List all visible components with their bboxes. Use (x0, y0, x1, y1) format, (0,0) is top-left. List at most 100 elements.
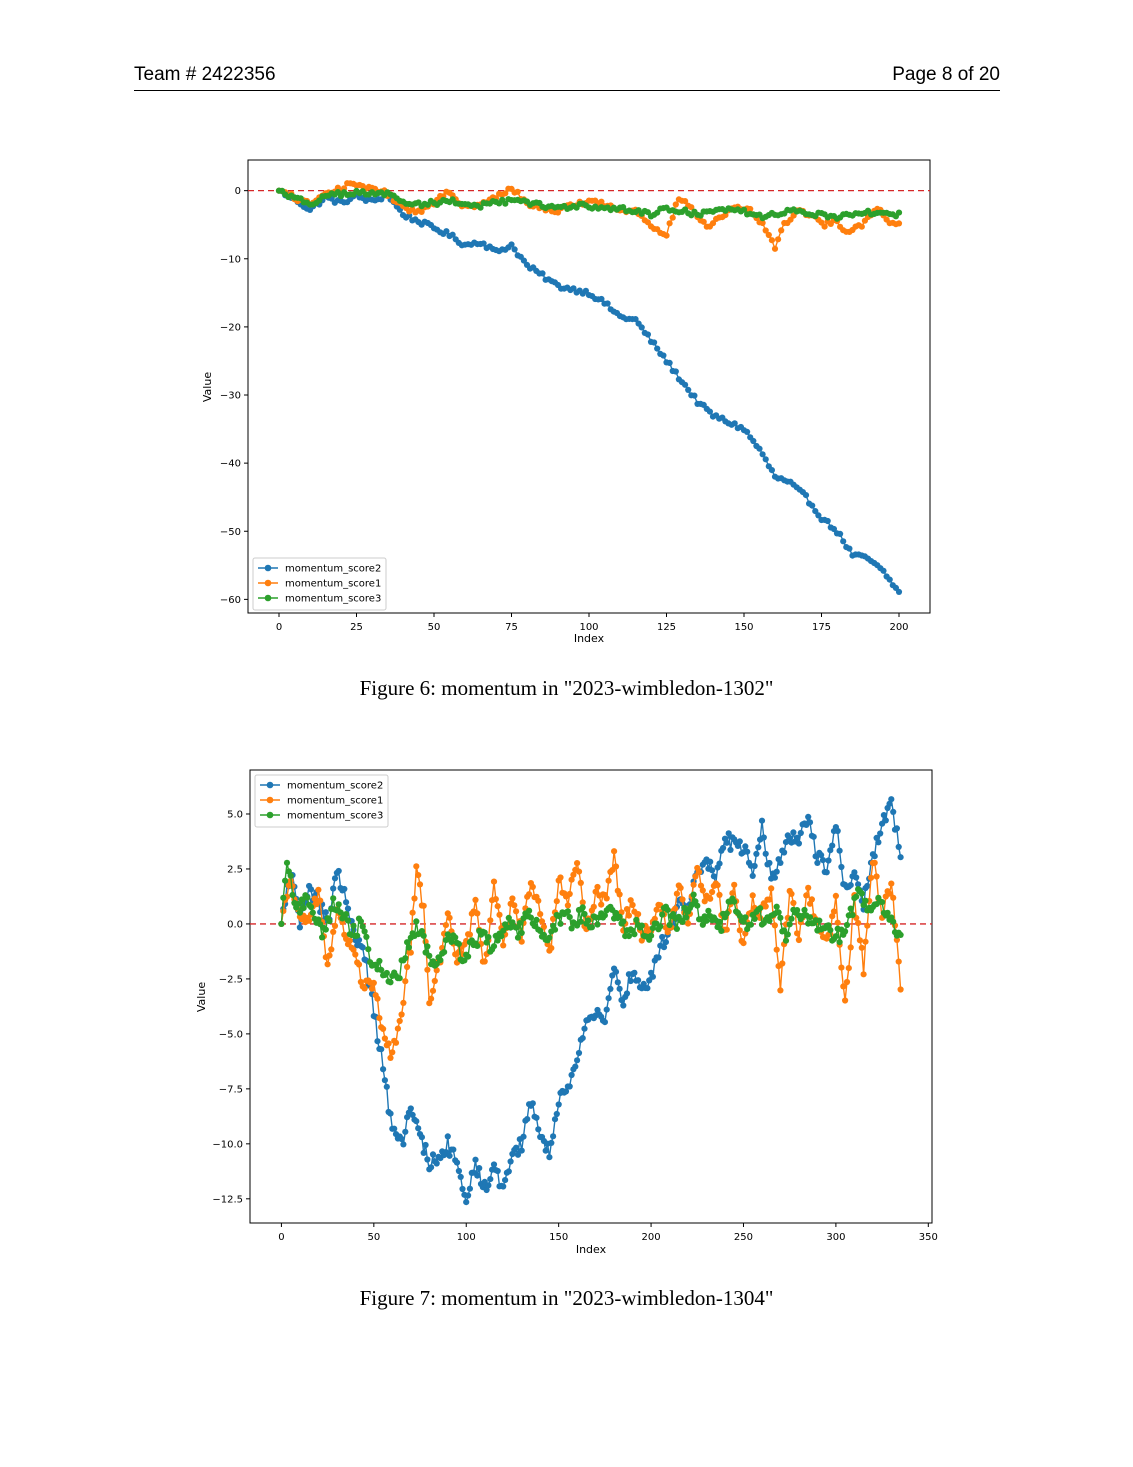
data-point (790, 829, 797, 836)
data-point (749, 892, 756, 899)
data-point (481, 958, 488, 965)
data-point (853, 874, 860, 881)
data-point (508, 241, 515, 248)
data-point (490, 943, 498, 950)
data-point (625, 912, 633, 919)
data-point (307, 886, 315, 893)
x-tick-label: 50 (367, 1232, 380, 1243)
data-point (337, 909, 344, 916)
data-point (663, 232, 670, 239)
data-point (758, 817, 766, 824)
data-point (344, 905, 352, 912)
data-point (572, 1063, 579, 1070)
plot-area (247, 159, 931, 614)
data-point (594, 883, 601, 891)
data-point (335, 867, 342, 875)
data-point (623, 990, 631, 997)
legend-label-momentum-score3: momentum_score3 (287, 811, 383, 822)
legend-marker-momentum-score1 (266, 796, 274, 804)
data-point (766, 917, 773, 924)
data-point (374, 995, 381, 1002)
data-point (418, 928, 425, 935)
data-point (855, 919, 862, 927)
data-point (631, 969, 638, 976)
data-point (433, 961, 440, 968)
data-point (553, 1110, 560, 1118)
data-point (707, 895, 714, 902)
data-point (749, 872, 756, 879)
data-point (605, 877, 612, 884)
data-point (810, 833, 817, 840)
y-tick-label: −60 (220, 595, 241, 606)
data-point (477, 204, 484, 211)
data-point (487, 917, 494, 924)
data-point (890, 918, 897, 925)
legend-label-momentum-score1: momentum_score1 (285, 579, 381, 590)
data-point (757, 905, 764, 912)
legend-label-momentum-score2: momentum_score2 (285, 564, 381, 575)
y-tick-label: −7.5 (219, 1084, 243, 1095)
data-point (766, 859, 773, 867)
data-point (431, 977, 438, 985)
data-point (664, 906, 671, 913)
data-point (755, 844, 762, 851)
data-point (697, 882, 705, 889)
data-point (392, 1039, 400, 1046)
data-point (459, 1185, 466, 1193)
data-point (782, 839, 790, 846)
data-point (879, 899, 886, 906)
data-point (485, 1182, 492, 1189)
data-point (672, 905, 679, 912)
data-point (821, 223, 828, 230)
data-point (483, 1186, 490, 1194)
y-tick-label: −30 (220, 391, 241, 402)
data-point (751, 862, 758, 870)
data-point (771, 922, 779, 929)
data-point (773, 903, 780, 910)
data-point (649, 973, 657, 980)
series-momentum-score3 (275, 187, 903, 222)
data-point (529, 883, 536, 890)
data-point (829, 842, 836, 849)
data-point (287, 872, 294, 879)
data-point (387, 1054, 394, 1061)
data-point (842, 928, 849, 935)
data-point (847, 905, 854, 912)
data-point (295, 900, 302, 908)
page-number: Page 8 of 20 (892, 64, 1000, 85)
data-point (494, 1167, 501, 1175)
data-point (359, 923, 366, 930)
data-point (794, 834, 801, 841)
data-point (681, 904, 688, 911)
data-point (860, 971, 867, 978)
data-point (731, 420, 738, 427)
data-point (653, 906, 660, 913)
data-point (756, 445, 763, 452)
data-point (842, 997, 849, 1004)
data-point (485, 934, 492, 941)
data-point (895, 958, 902, 965)
legend-entry: momentum_score2 (260, 781, 383, 792)
data-point (814, 859, 821, 866)
data-point (782, 937, 790, 944)
data-point (511, 902, 518, 909)
data-point (429, 1151, 437, 1158)
data-point (771, 245, 779, 252)
data-point (635, 911, 642, 918)
data-point (465, 953, 472, 960)
data-point (832, 933, 840, 940)
data-point (309, 909, 316, 916)
data-point (420, 932, 427, 939)
figure-7-caption: Figure 7: momentum in "2023-wimbledon-13… (359, 1286, 774, 1310)
data-point (331, 922, 339, 929)
data-point (317, 897, 324, 904)
data-point (725, 830, 732, 837)
data-point (759, 451, 766, 458)
data-point (514, 934, 522, 941)
data-point (762, 227, 769, 234)
data-point (376, 1015, 383, 1022)
data-point (603, 895, 610, 902)
data-point (555, 1101, 562, 1108)
data-point (533, 916, 540, 923)
data-point (716, 860, 723, 867)
